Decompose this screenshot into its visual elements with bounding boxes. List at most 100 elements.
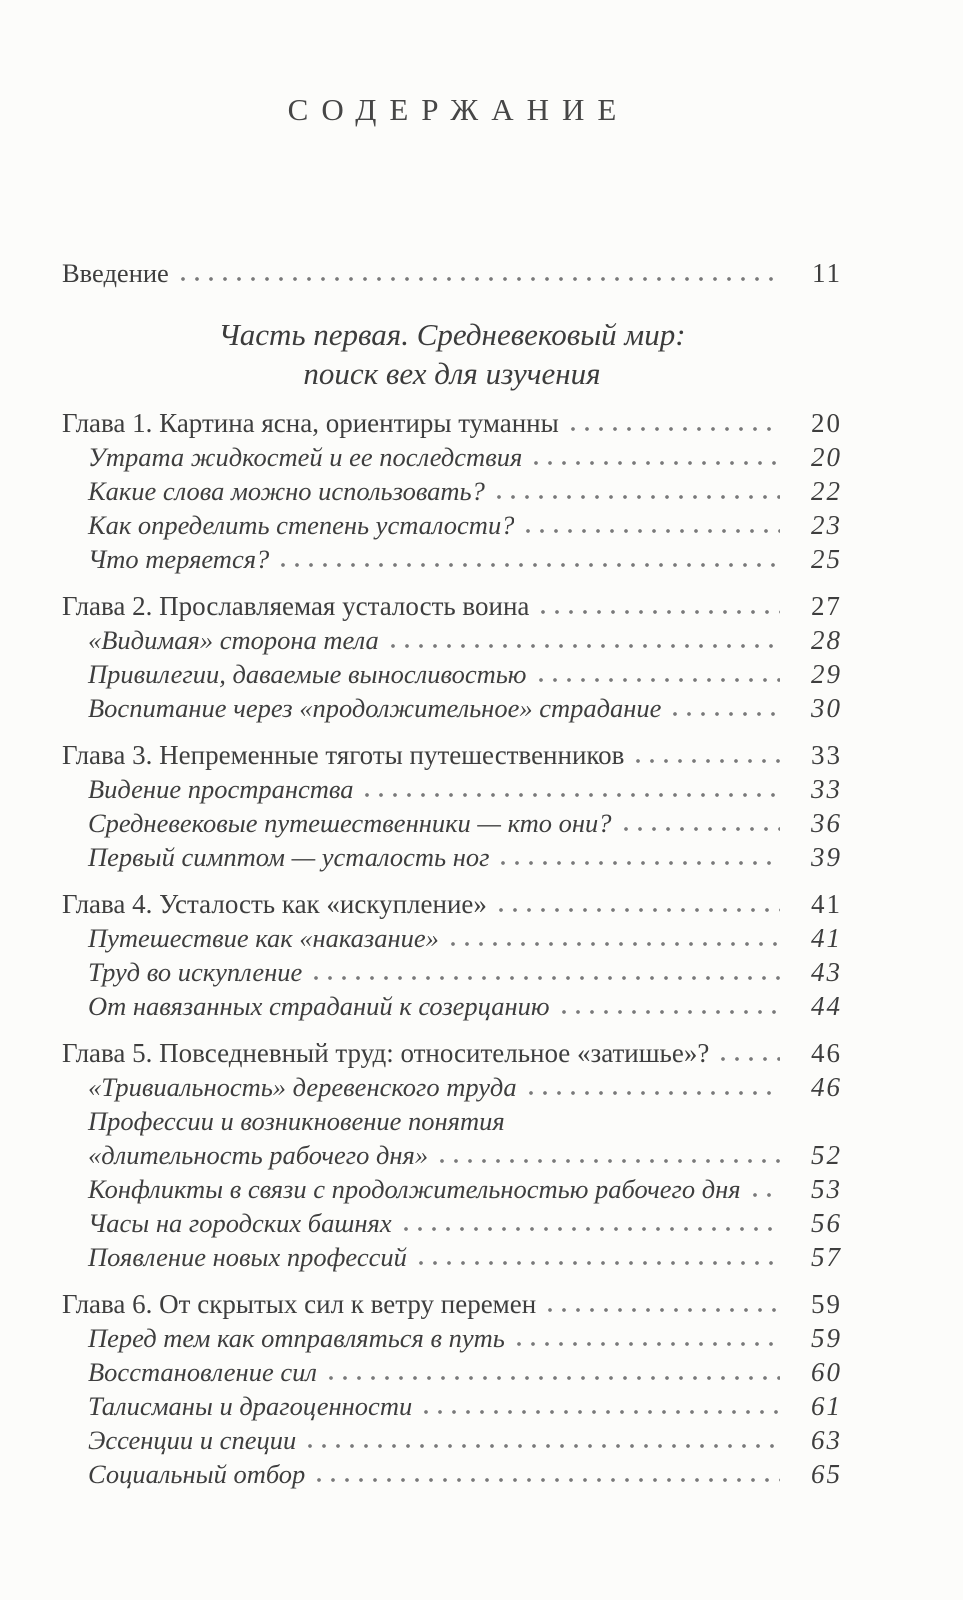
page-number: 20	[811, 408, 842, 438]
dot-leader	[180, 276, 780, 282]
chapter-block-5: Глава 5. Повседневный труд: относительно…	[62, 1036, 842, 1274]
page-number: 27	[811, 591, 842, 621]
page-number: 25	[811, 544, 842, 574]
dot-leader	[541, 609, 780, 615]
entry-label: Глава 6. От скрытых сил к ветру перемен	[62, 1289, 537, 1319]
toc-entry-section: Талисманы и драгоценности 61	[62, 1389, 842, 1423]
toc-entry-section: Какие слова можно использовать? 22	[62, 474, 842, 508]
page-number: 11	[812, 258, 842, 288]
page-number: 57	[811, 1242, 842, 1272]
toc-entry-chapter: Глава 3. Непременные тяготы путешественн…	[62, 738, 842, 772]
entry-label: Труд во искупление	[88, 957, 303, 987]
entry-label: Что теряется?	[88, 544, 270, 574]
page-number: 23	[811, 510, 842, 540]
toc-entry-section: Как определить степень усталости? 23	[62, 508, 842, 542]
page-number: 33	[811, 774, 842, 804]
entry-label: Талисманы и драгоценности	[88, 1391, 413, 1421]
toc-entry-section: Средневековые путешественники — кто они?…	[62, 806, 842, 840]
page-number: 29	[811, 659, 842, 689]
toc-entry-section: Эссенции и специи 63	[62, 1423, 842, 1457]
page-number: 22	[811, 476, 842, 506]
toc-entry-section: Утрата жидкостей и ее последствия 20	[62, 440, 842, 474]
entry-label: Глава 4. Усталость как «искупление»	[62, 889, 487, 919]
entry-label: Глава 3. Непременные тяготы путешественн…	[62, 740, 625, 770]
entry-label: «длительность рабочего дня»	[88, 1140, 429, 1170]
dot-leader	[424, 1409, 780, 1415]
toc-entry-section: «Тривиальность» деревенского труда 46	[62, 1070, 842, 1104]
dot-leader	[538, 677, 780, 683]
dot-leader	[561, 1009, 780, 1015]
entry-label: «Тривиальность» деревенского труда	[88, 1072, 517, 1102]
entry-label: Средневековые путешественники — кто они?	[88, 808, 612, 838]
toc-entry-section: Привилегии, даваемые выносливостью 29	[62, 657, 842, 691]
page-number: 59	[811, 1323, 842, 1353]
entry-label: От навязанных страданий к созерцанию	[88, 991, 550, 1021]
toc-entry-section: Первый симптом — усталость ног 39	[62, 840, 842, 874]
toc-entry-section: Путешествие как «наказание» 41	[62, 921, 842, 955]
chapter-block-3: Глава 3. Непременные тяготы путешественн…	[62, 738, 842, 874]
entry-label: Утрата жидкостей и ее последствия	[88, 442, 523, 472]
part-heading-line1: Часть первая. Средневековый мир:	[218, 317, 686, 352]
toc-entry-chapter: Глава 6. От скрытых сил к ветру перемен …	[62, 1287, 842, 1321]
toc-entry-section: Что теряется? 25	[62, 542, 842, 576]
page-number: 59	[811, 1289, 842, 1319]
toc-entry-chapter: Глава 5. Повседневный труд: относительно…	[62, 1036, 842, 1070]
toc-entry-chapter: Глава 4. Усталость как «искупление» 41	[62, 887, 842, 921]
toc-entry-intro: Введение 11	[62, 256, 842, 290]
page-number: 43	[811, 957, 842, 987]
toc-entry-section: Конфликты в связи с продолжительностью р…	[62, 1172, 842, 1206]
page-number: 46	[811, 1072, 842, 1102]
entry-label: Глава 2. Прославляемая усталость воина	[62, 591, 530, 621]
page-number: 36	[811, 808, 842, 838]
entry-label: Эссенции и специи	[88, 1425, 297, 1455]
entry-label: Часы на городских башнях	[88, 1208, 392, 1238]
part-heading: Часть первая. Средневековый мир: поиск в…	[62, 315, 842, 393]
page-number: 46	[811, 1038, 842, 1068]
toc-entry-section: Воспитание через «продолжительное» страд…	[62, 691, 842, 725]
dot-leader	[548, 1307, 780, 1313]
dot-leader	[496, 494, 780, 500]
dot-leader	[403, 1226, 780, 1232]
dot-leader	[281, 562, 780, 568]
dot-leader	[314, 975, 780, 981]
page-number: 28	[811, 625, 842, 655]
page-number: 61	[811, 1391, 842, 1421]
spacer	[62, 128, 842, 256]
page-number: 63	[811, 1425, 842, 1455]
page-number: 41	[811, 923, 842, 953]
entry-label: Глава 1. Картина ясна, ориентиры туманны	[62, 408, 559, 438]
entry-label: Привилегии, даваемые выносливостью	[88, 659, 527, 689]
part-heading-line2: поиск вех для изучения	[303, 356, 601, 391]
toc-entry-section: От навязанных страданий к созерцанию 44	[62, 989, 842, 1023]
dot-leader	[516, 1341, 780, 1347]
toc-entry-section: Часы на городских башнях 56	[62, 1206, 842, 1240]
entry-label: Появление новых профессий	[88, 1242, 407, 1272]
entry-label: Глава 5. Повседневный труд: относительно…	[62, 1038, 710, 1068]
entry-label: Введение	[62, 258, 169, 288]
dot-leader	[498, 907, 780, 913]
entry-label: Путешествие как «наказание»	[88, 923, 439, 953]
dot-leader	[390, 643, 780, 649]
page-number: 20	[811, 442, 842, 472]
chapter-block-6: Глава 6. От скрытых сил к ветру перемен …	[62, 1287, 842, 1491]
entry-label: Какие слова можно использовать?	[88, 476, 485, 506]
dot-leader	[418, 1260, 780, 1266]
chapter-block-4: Глава 4. Усталость как «искупление» 41 П…	[62, 887, 842, 1023]
toc-entry-chapter: Глава 1. Картина ясна, ориентиры туманны…	[62, 406, 842, 440]
dot-leader	[365, 792, 780, 798]
entry-label: Конфликты в связи с продолжительностью р…	[88, 1174, 741, 1204]
toc-entry-section: Восстановление сил 60	[62, 1355, 842, 1389]
toc-entry-section: «Видимая» сторона тела 28	[62, 623, 842, 657]
chapter-block-1: Глава 1. Картина ясна, ориентиры туманны…	[62, 406, 842, 576]
toc-entry-section: «длительность рабочего дня» 52	[62, 1138, 842, 1172]
toc-entry-section: Социальный отбор 65	[62, 1457, 842, 1491]
entry-label: Восстановление сил	[88, 1357, 317, 1387]
page-number: 39	[811, 842, 842, 872]
entry-label-line1: Профессии и возникновение понятия	[88, 1106, 505, 1136]
entry-label: Социальный отбор	[88, 1459, 306, 1489]
toc-entry-section: Появление новых профессий 57	[62, 1240, 842, 1274]
dot-leader	[328, 1375, 780, 1381]
entry-label: Видение пространства	[88, 774, 354, 804]
dot-leader	[526, 528, 780, 534]
page-number: 41	[811, 889, 842, 919]
